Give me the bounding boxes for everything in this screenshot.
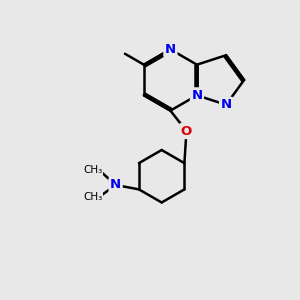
Text: N: N	[110, 178, 121, 191]
Text: CH₃: CH₃	[83, 192, 103, 202]
Text: N: N	[220, 98, 232, 111]
Text: O: O	[181, 124, 192, 137]
Text: CH₃: CH₃	[83, 165, 103, 175]
Text: N: N	[191, 89, 203, 102]
Text: N: N	[165, 43, 176, 56]
